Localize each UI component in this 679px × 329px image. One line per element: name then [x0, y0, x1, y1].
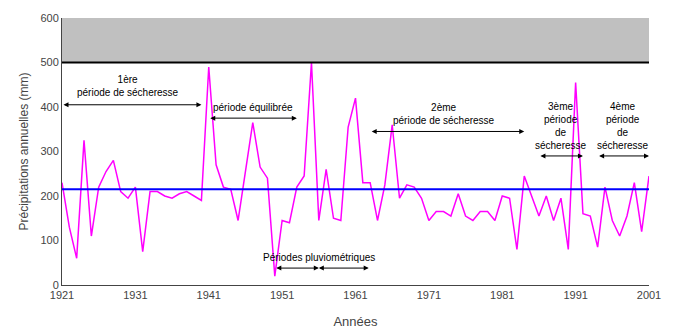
- svg-text:4èmepériodedesécheresse: 4èmepériodedesécheresse: [597, 101, 649, 151]
- svg-text:1961: 1961: [343, 289, 367, 301]
- svg-text:Périodes pluviométriques: Périodes pluviométriques: [263, 252, 375, 263]
- svg-text:400: 400: [40, 101, 58, 113]
- svg-text:1941: 1941: [197, 289, 221, 301]
- svg-text:1921: 1921: [50, 289, 74, 301]
- svg-text:2001: 2001: [637, 289, 661, 301]
- svg-text:1931: 1931: [123, 289, 147, 301]
- svg-text:Précipitations annuelles (mm): Précipitations annuelles (mm): [17, 72, 31, 230]
- svg-text:1971: 1971: [417, 289, 441, 301]
- svg-text:200: 200: [40, 190, 58, 202]
- svg-text:1981: 1981: [490, 289, 514, 301]
- svg-text:1951: 1951: [270, 289, 294, 301]
- svg-text:1èrepériode de sécheresse: 1èrepériode de sécheresse: [77, 74, 179, 98]
- svg-text:1991: 1991: [563, 289, 587, 301]
- svg-text:500: 500: [40, 56, 58, 68]
- svg-text:3èmepériodedesécheresse: 3èmepériodedesécheresse: [535, 101, 587, 151]
- svg-text:100: 100: [40, 234, 58, 246]
- svg-text:0: 0: [53, 279, 59, 291]
- svg-text:2èmepériode de sécheresse: 2èmepériode de sécheresse: [393, 102, 495, 126]
- svg-text:période équilibrée: période équilibrée: [213, 102, 293, 113]
- svg-text:300: 300: [40, 145, 58, 157]
- svg-text:Années: Années: [333, 314, 378, 329]
- svg-text:600: 600: [40, 12, 58, 24]
